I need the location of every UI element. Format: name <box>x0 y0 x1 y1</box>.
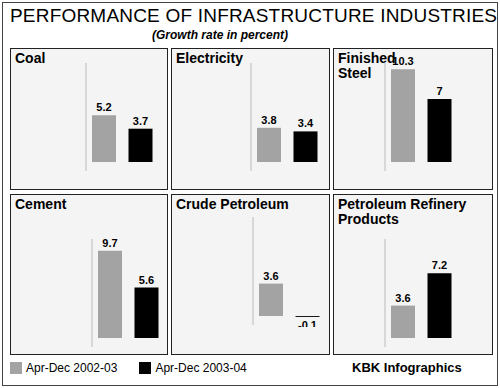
svg-text:3.6: 3.6 <box>263 270 278 282</box>
svg-text:3.6: 3.6 <box>395 292 410 304</box>
html-text:Finished Steel: Finished Steel <box>338 50 396 81</box>
html-text:Coal: Coal <box>15 50 46 66</box>
html-text:KBK Infographics: KBK Infographics <box>352 360 462 375</box>
svg-text:10.3: 10.3 <box>392 55 413 67</box>
svg-text:7: 7 <box>436 85 442 97</box>
html-text:Cement: Cement <box>15 196 67 212</box>
html-text:Crude Petroleum: Crude Petroleum <box>176 196 289 212</box>
svg-text:3.4: 3.4 <box>298 117 314 129</box>
html-text:Electricity: Electricity <box>176 50 243 66</box>
html-text:PERFORMANCE OF INFRASTRUCTURE: PERFORMANCE OF INFRASTRUCTURE INDUSTRIES <box>10 5 498 26</box>
svg-text:3.8: 3.8 <box>261 114 276 126</box>
svg-text:7.2: 7.2 <box>432 259 447 271</box>
svg-text:-0.1: -0.1 <box>298 319 317 327</box>
svg-text:9.7: 9.7 <box>102 237 117 249</box>
html-text:Apr-Dec 2002-03: Apr-Dec 2002-03 <box>26 361 118 375</box>
html-text:Petroleum Refinery Products: Petroleum Refinery Products <box>338 196 467 227</box>
html-text:(Growth rate in percent): (Growth rate in percent) <box>152 28 288 42</box>
svg-text:5.2: 5.2 <box>96 101 111 113</box>
svg-text:5.6: 5.6 <box>139 274 154 286</box>
html-text:Apr-Dec 2003-04: Apr-Dec 2003-04 <box>155 361 247 375</box>
svg-text:3.7: 3.7 <box>133 115 148 127</box>
